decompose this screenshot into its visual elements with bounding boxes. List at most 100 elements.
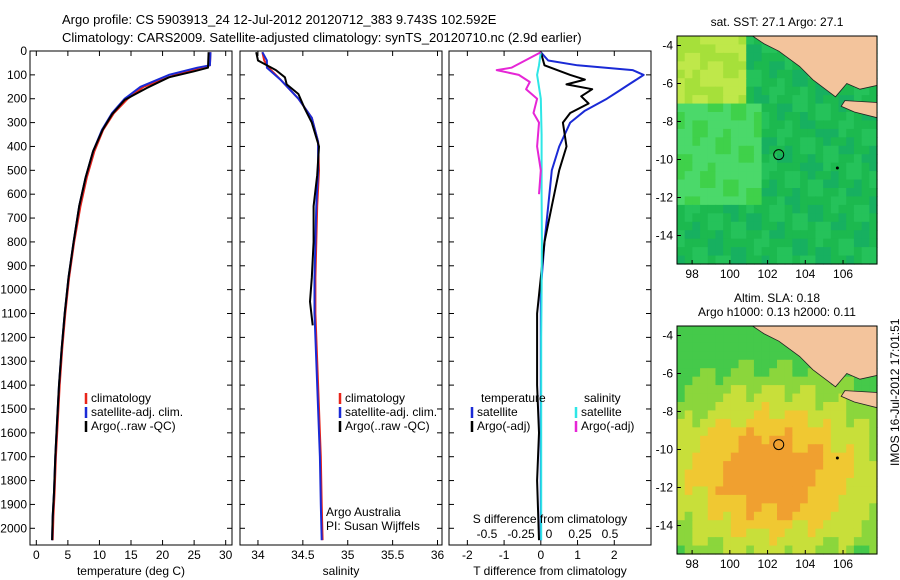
map-cell: [746, 469, 755, 479]
map-cell: [792, 221, 801, 231]
map-cell: [807, 385, 817, 395]
map-cell: [830, 385, 840, 395]
map-cell: [807, 179, 817, 189]
map-cell: [684, 402, 693, 412]
map-x-tick-label: 104: [795, 267, 815, 281]
map-y-tick-label: -12: [656, 481, 674, 495]
map-cell: [777, 537, 786, 547]
map-cell: [869, 452, 878, 462]
map-cell: [707, 69, 717, 79]
map-cell: [715, 69, 724, 79]
map-cell: [677, 95, 686, 105]
map-cell: [700, 188, 709, 198]
map-cell: [677, 469, 686, 479]
map-cell: [853, 247, 863, 257]
map-cell: [861, 486, 870, 496]
map-cell: [707, 154, 717, 164]
map-cell: [792, 179, 801, 189]
map-cell: [777, 171, 786, 181]
map-cell: [830, 213, 840, 223]
map-cell: [792, 410, 801, 420]
map-cell: [684, 188, 693, 198]
map-cell: [692, 247, 701, 257]
map-cell: [715, 435, 724, 445]
map-cell: [677, 334, 686, 344]
map-cell: [861, 376, 870, 386]
land-shape: [840, 390, 878, 409]
map-cell: [746, 36, 755, 46]
map-cell: [738, 238, 747, 248]
map-cell: [723, 376, 732, 386]
map-cell: [715, 486, 724, 496]
map-cell: [723, 520, 732, 530]
map-cell: [700, 478, 709, 488]
map-cell: [769, 520, 778, 530]
map-cell: [838, 461, 847, 471]
map-cell: [700, 486, 709, 496]
map-cell: [769, 478, 778, 488]
map-cell: [815, 204, 824, 214]
map-cell: [769, 486, 778, 496]
map-cell: [807, 255, 817, 265]
map-cell: [846, 145, 855, 155]
x-tick-label: 35: [341, 548, 355, 562]
map-cell: [800, 95, 809, 105]
map-cell: [823, 545, 832, 555]
map-cell: [807, 503, 817, 513]
map-cell: [684, 120, 693, 130]
map-cell: [784, 145, 793, 155]
map-cell: [800, 461, 809, 471]
map-cell: [823, 385, 832, 395]
map-cell: [815, 103, 824, 113]
map-cell: [677, 494, 686, 504]
map-cell: [753, 435, 763, 445]
map-cell: [815, 145, 824, 155]
map-cell: [777, 528, 786, 538]
map-cell: [692, 461, 701, 471]
map-cell: [677, 376, 686, 386]
map-cell: [700, 36, 709, 46]
map-cell: [777, 179, 786, 189]
map-cell: [684, 221, 693, 231]
map-cell: [807, 137, 817, 147]
map-cell: [730, 359, 740, 369]
map-cell: [769, 128, 778, 138]
map-cell: [846, 221, 855, 231]
map-cell: [753, 326, 763, 336]
map-cell: [853, 188, 863, 198]
map-cell: [769, 469, 778, 479]
map-cell: [807, 452, 817, 462]
map-cell: [715, 44, 724, 54]
map-cell: [761, 204, 770, 214]
map-cell: [777, 128, 786, 138]
map-cell: [838, 137, 847, 147]
map-cell: [746, 238, 755, 248]
map-cell: [692, 154, 701, 164]
map-cell: [861, 171, 870, 181]
map-cell: [838, 221, 847, 231]
y-tick-label: 1800: [0, 474, 27, 488]
map-cell: [684, 255, 693, 265]
map-cell: [853, 486, 863, 496]
map-cell: [730, 478, 740, 488]
map-cell: [707, 61, 717, 71]
map-cell: [684, 520, 693, 530]
map-cell: [792, 452, 801, 462]
map-cell: [723, 145, 732, 155]
map-cell: [730, 137, 740, 147]
map-cell: [730, 162, 740, 172]
map-cell: [684, 410, 693, 420]
map-cell: [807, 368, 817, 378]
map-cell: [738, 204, 747, 214]
map-cell: [723, 162, 732, 172]
map-cell: [730, 221, 740, 231]
map-cell: [838, 86, 847, 96]
map-cell: [784, 537, 793, 547]
legend-label: Argo(..raw -QC): [345, 419, 430, 433]
map-cell: [700, 221, 709, 231]
map-cell: [730, 351, 740, 361]
map-cell: [861, 86, 870, 96]
map-cell: [738, 461, 747, 471]
map-cell: [677, 52, 686, 62]
map-cell: [823, 128, 832, 138]
